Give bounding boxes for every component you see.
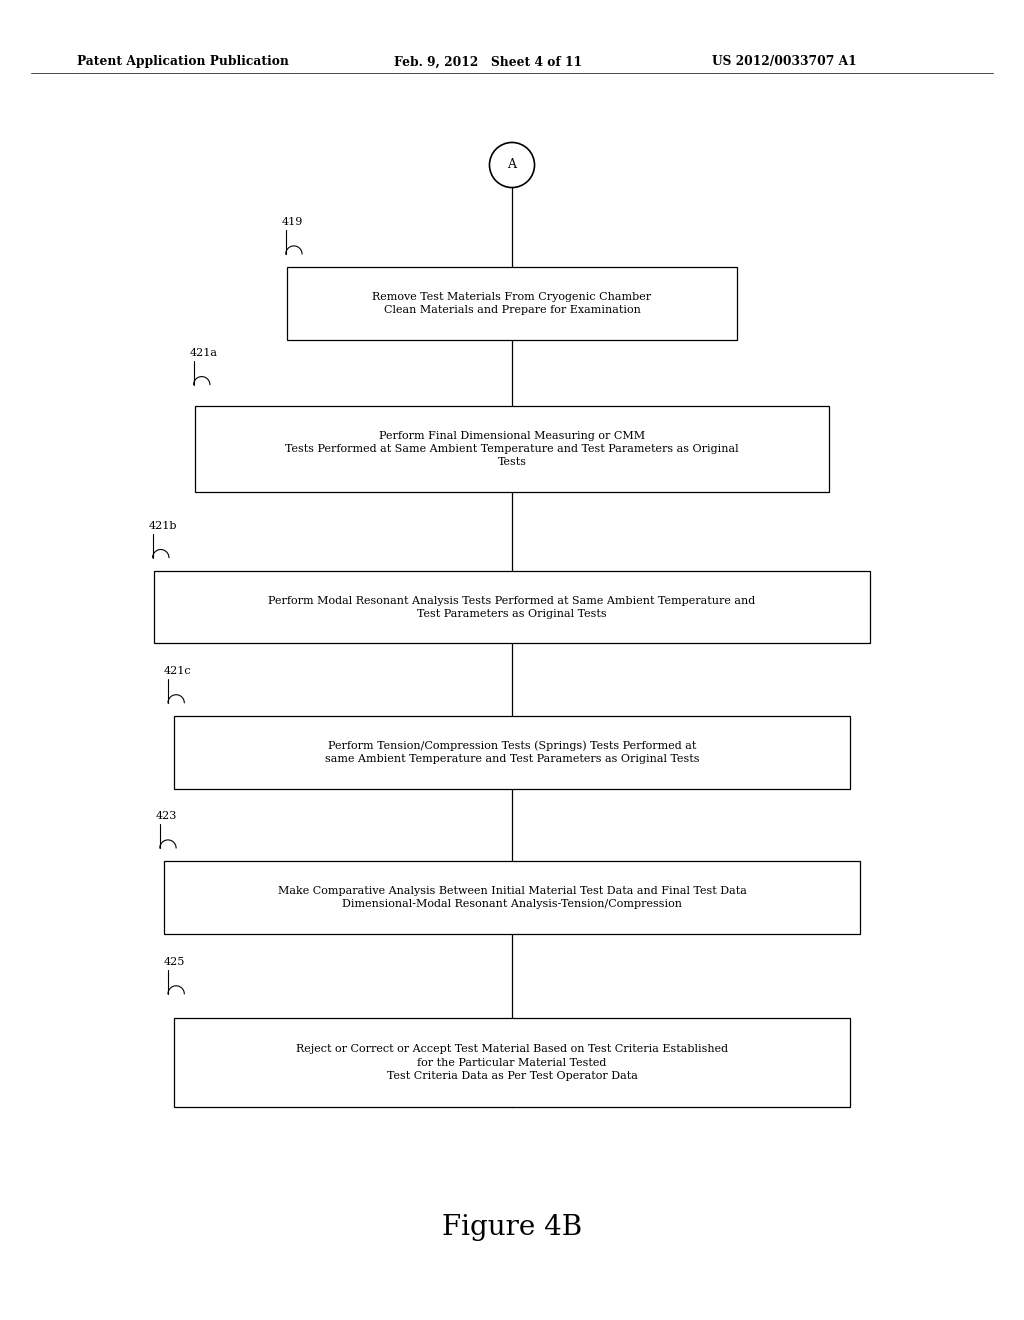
- Text: Make Comparative Analysis Between Initial Material Test Data and Final Test Data: Make Comparative Analysis Between Initia…: [278, 886, 746, 909]
- Text: 421c: 421c: [164, 667, 191, 676]
- Text: Perform Final Dimensional Measuring or CMM
Tests Performed at Same Ambient Tempe: Perform Final Dimensional Measuring or C…: [286, 430, 738, 467]
- Text: Patent Application Publication: Patent Application Publication: [77, 55, 289, 69]
- Text: Perform Tension/Compression Tests (Springs) Tests Performed at
same Ambient Temp: Perform Tension/Compression Tests (Sprin…: [325, 741, 699, 764]
- Text: 425: 425: [164, 957, 185, 968]
- Bar: [154, 570, 870, 643]
- Text: Figure 4B: Figure 4B: [442, 1214, 582, 1241]
- Text: Perform Modal Resonant Analysis Tests Performed at Same Ambient Temperature and
: Perform Modal Resonant Analysis Tests Pe…: [268, 595, 756, 619]
- Text: Reject or Correct or Accept Test Material Based on Test Criteria Established
for: Reject or Correct or Accept Test Materia…: [296, 1044, 728, 1081]
- Text: Remove Test Materials From Cryogenic Chamber
Clean Materials and Prepare for Exa: Remove Test Materials From Cryogenic Cha…: [373, 292, 651, 315]
- Bar: [174, 715, 850, 789]
- Bar: [164, 862, 860, 935]
- Text: A: A: [508, 158, 516, 172]
- Text: US 2012/0033707 A1: US 2012/0033707 A1: [712, 55, 856, 69]
- Text: 419: 419: [282, 216, 303, 227]
- Bar: [195, 405, 829, 491]
- Bar: [287, 267, 737, 339]
- Text: 421a: 421a: [189, 347, 217, 358]
- Text: 423: 423: [156, 810, 177, 821]
- Bar: [174, 1018, 850, 1107]
- Text: 421b: 421b: [148, 520, 177, 531]
- Text: Feb. 9, 2012   Sheet 4 of 11: Feb. 9, 2012 Sheet 4 of 11: [394, 55, 583, 69]
